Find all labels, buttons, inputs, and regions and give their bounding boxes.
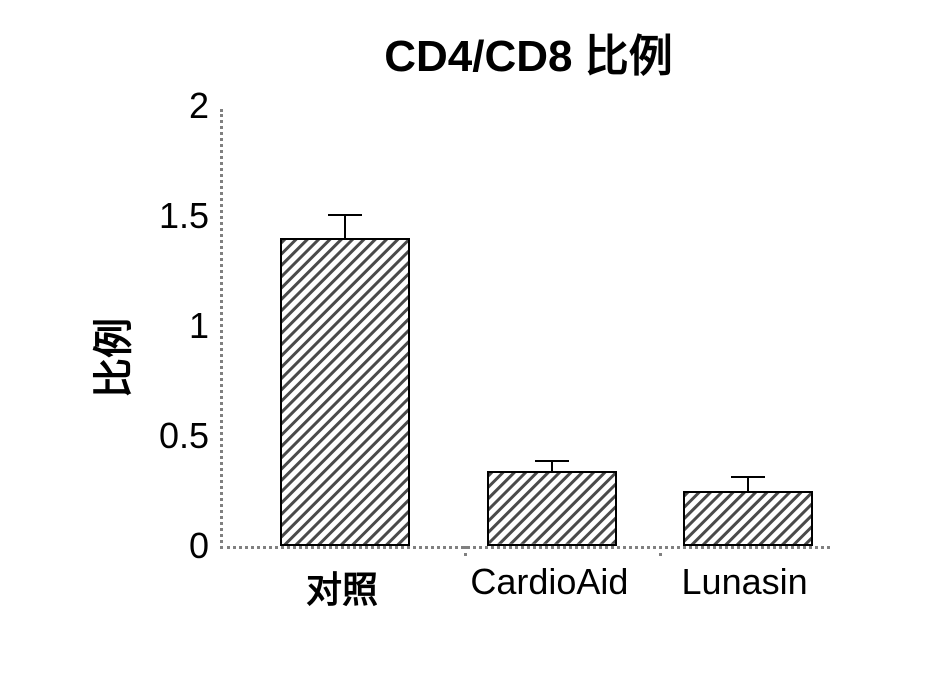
bar — [683, 491, 813, 546]
error-cap — [328, 214, 362, 216]
chart-title: CD4/CD8 比例 — [50, 20, 887, 84]
error-bar — [344, 216, 346, 238]
axes: 00.511.52 — [220, 109, 830, 549]
bar — [487, 471, 617, 546]
ytick-label: 1.5 — [159, 195, 223, 237]
plot-wrap: 比例 00.511.52 对照Ca — [50, 109, 887, 609]
bars-row — [223, 109, 830, 546]
ytick-label: 0 — [189, 525, 223, 567]
bar-group — [280, 238, 410, 546]
x-tick — [464, 546, 467, 556]
chart-container: CD4/CD8 比例 比例 00 — [50, 20, 887, 666]
ytick-label: 1 — [189, 305, 223, 347]
ytick-label: 2 — [189, 85, 223, 127]
bar — [280, 238, 410, 546]
x-labels-row: 对照CardioAidLunasin — [220, 549, 830, 609]
error-cap — [731, 476, 765, 478]
x-axis-label: 对照 — [306, 561, 378, 613]
error-cap — [535, 460, 569, 462]
bar-group — [487, 471, 617, 546]
plot-area: 00.511.52 对照CardioAidLunasin — [220, 109, 887, 609]
error-bar — [551, 462, 553, 471]
y-axis-label: 比例 — [81, 318, 139, 398]
error-bar — [747, 478, 749, 491]
x-axis-label: CardioAid — [470, 561, 628, 603]
bar-group — [683, 491, 813, 546]
x-axis-label: Lunasin — [682, 561, 808, 603]
ytick-label: 0.5 — [159, 415, 223, 457]
x-tick — [659, 546, 662, 556]
